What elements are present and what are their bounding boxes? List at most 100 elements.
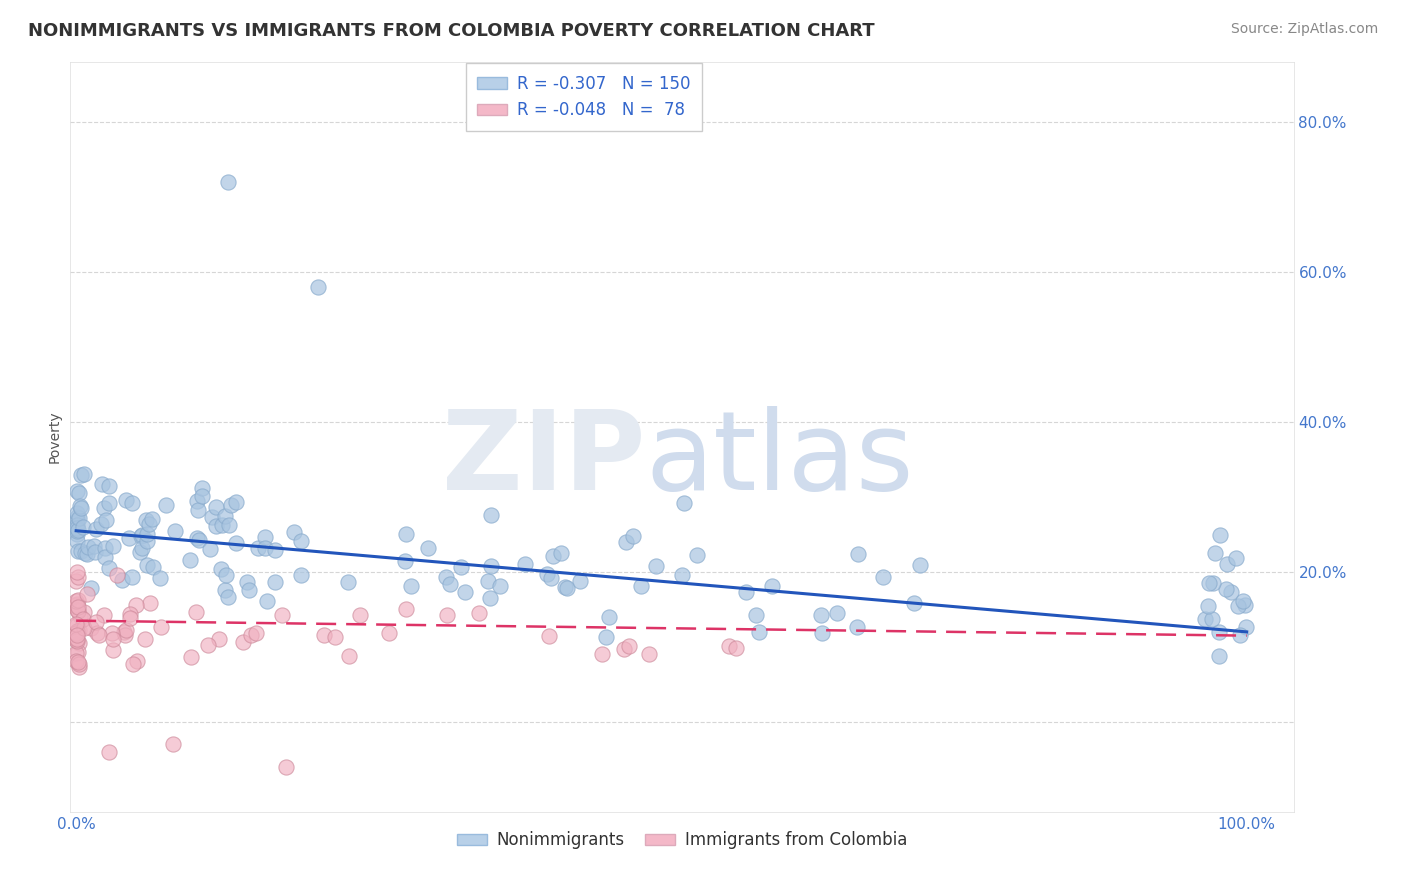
Point [111,573,134,587]
Point [1208,649,1230,664]
Point [211,518,233,533]
Point [66,565,89,579]
Point [162,737,184,751]
Point [101,643,124,657]
Point [209,561,232,575]
Point [264,543,287,558]
Point [118,532,141,546]
Point [478,591,501,605]
Point [314,628,336,642]
Point [66,523,89,537]
Point [1229,628,1251,642]
Point [73,467,96,481]
Point [245,625,267,640]
Point [65,626,87,640]
Point [489,579,512,593]
Point [621,529,644,543]
Point [100,625,122,640]
Point [65,574,87,589]
Point [184,605,207,619]
Point [84,522,107,536]
Point [395,602,418,616]
Point [66,627,89,641]
Point [434,569,457,583]
Point [66,506,89,520]
Point [186,493,208,508]
Point [138,516,160,531]
Point [215,567,238,582]
Point [66,534,89,549]
Point [94,541,117,556]
Point [66,598,89,612]
Point [271,608,294,623]
Point [66,624,89,638]
Point [214,508,236,523]
Point [200,510,222,524]
Point [163,524,186,538]
Point [129,545,152,559]
Point [468,606,491,620]
Point [121,570,143,584]
Point [66,570,89,584]
Point [65,654,87,668]
Point [98,478,121,492]
Point [1198,575,1220,590]
Point [65,598,87,612]
Point [98,745,121,759]
Point [614,535,637,549]
Point [557,582,579,596]
Point [349,608,371,623]
Point [550,546,572,560]
Point [673,495,696,509]
Point [66,544,89,558]
Point [307,280,329,294]
Point [671,568,693,582]
Point [595,630,617,644]
Point [73,621,96,635]
Point [450,559,472,574]
Point [1202,576,1225,591]
Point [187,533,209,547]
Point [187,503,209,517]
Text: Source: ZipAtlas.com: Source: ZipAtlas.com [1230,22,1378,37]
Point [66,510,89,524]
Point [66,521,89,535]
Point [65,632,87,647]
Point [1209,528,1232,542]
Point [1232,593,1254,607]
Point [131,528,153,542]
Point [83,539,105,553]
Point [254,541,277,555]
Point [439,577,461,591]
Point [66,483,89,498]
Point [66,513,89,527]
Point [67,592,90,607]
Point [103,632,125,646]
Point [536,567,558,582]
Point [77,541,100,555]
Point [150,620,173,634]
Point [69,499,91,513]
Point [1220,584,1243,599]
Point [207,632,229,647]
Point [197,638,219,652]
Point [90,516,112,531]
Point [101,539,124,553]
Point [232,634,254,648]
Point [76,547,98,561]
Point [66,604,89,618]
Point [1194,612,1216,626]
Point [66,526,89,541]
Point [67,657,90,671]
Point [121,496,143,510]
Point [219,498,242,512]
Point [846,547,869,561]
Point [66,655,89,669]
Point [72,519,94,533]
Point [98,496,121,510]
Point [69,608,91,623]
Point [67,486,90,500]
Text: ZIP: ZIP [441,406,645,513]
Point [75,546,97,560]
Point [217,591,239,605]
